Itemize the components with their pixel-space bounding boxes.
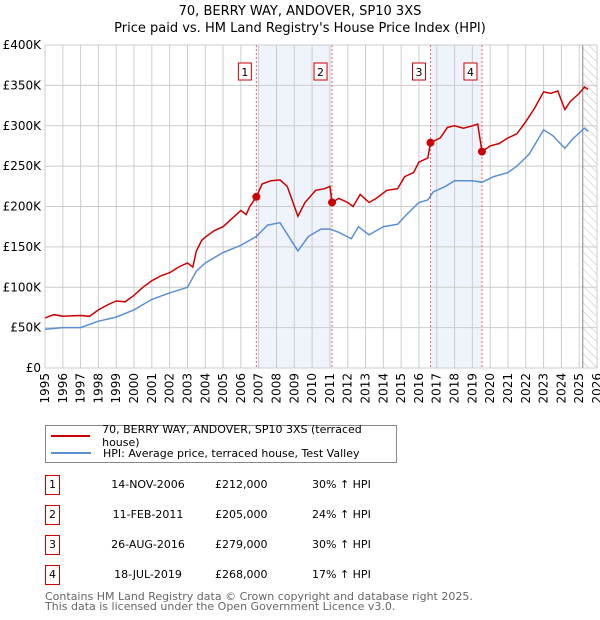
chart-title: 70, BERRY WAY, ANDOVER, SP10 3XS <box>178 4 422 19</box>
x-tick-label: 2024 <box>554 373 568 404</box>
x-tick-label: 2005 <box>216 373 230 404</box>
x-tick-label: 2017 <box>430 373 444 404</box>
transaction-hpi-delta: 30% ↑ HPI <box>312 538 371 551</box>
legend-swatch-hpi <box>51 452 91 454</box>
x-tick-label: 2023 <box>537 373 551 404</box>
sale-point <box>477 147 486 156</box>
transaction-number: 2 <box>45 505 60 525</box>
x-tick-label: 2018 <box>448 373 462 404</box>
marker-box <box>412 62 427 81</box>
transaction-number: 3 <box>45 535 60 555</box>
x-tick-label: 2002 <box>163 373 177 404</box>
legend-label: 70, BERRY WAY, ANDOVER, SP10 3XS (terrac… <box>102 423 362 449</box>
transaction-number: 4 <box>45 565 60 585</box>
x-tick-label: 1997 <box>74 373 88 404</box>
series-line-property <box>44 86 589 319</box>
marker-label: 3 <box>416 66 423 79</box>
transaction-hpi-delta: 24% ↑ HPI <box>312 508 371 521</box>
x-tick-label: 1999 <box>109 373 123 404</box>
transaction-date: 26-AUG-2016 <box>111 538 185 551</box>
x-tick-label: 2011 <box>323 373 337 404</box>
marker-box <box>313 62 328 81</box>
x-tick-label: 1998 <box>91 373 105 404</box>
transaction-price: £268,000 <box>215 568 268 581</box>
x-tick-label: 2000 <box>127 373 141 404</box>
x-tick-label: 2006 <box>234 373 248 404</box>
x-tick-label: 1996 <box>56 373 70 404</box>
x-tick-label: 2016 <box>412 373 426 404</box>
y-tick-label: £300K <box>3 119 43 133</box>
y-tick-label: £250K <box>3 159 43 173</box>
transaction-price: £212,000 <box>215 478 268 491</box>
x-tick-label: 2013 <box>359 373 373 404</box>
marker-box <box>463 62 478 81</box>
y-tick-label: £400K <box>3 38 43 52</box>
transaction-date: 18-JUL-2019 <box>114 568 182 581</box>
x-tick-label: 1995 <box>38 373 52 404</box>
legend-item-hpi: HPI: Average price, terraced house, Test… <box>46 445 359 461</box>
x-tick-label: 2008 <box>269 373 283 404</box>
transaction-price: £279,000 <box>215 538 268 551</box>
y-tick-label: £150K <box>3 240 43 254</box>
x-tick-label: 2004 <box>198 373 212 404</box>
x-tick-label: 2015 <box>394 373 408 404</box>
x-tick-label: 2012 <box>341 373 355 404</box>
x-tick-label: 2007 <box>252 373 266 404</box>
marker-label: 2 <box>317 66 324 79</box>
x-tick-label: 2022 <box>519 373 533 404</box>
legend-swatch-property <box>51 435 91 437</box>
x-tick-label: 2001 <box>145 373 159 404</box>
y-tick-label: £350K <box>3 78 43 92</box>
marker-box <box>237 62 252 81</box>
transaction-hpi-delta: 17% ↑ HPI <box>312 568 371 581</box>
y-tick-label: £200K <box>3 200 43 214</box>
sale-point <box>426 138 435 147</box>
transaction-date: 14-NOV-2006 <box>111 478 185 491</box>
x-tick-label: 2020 <box>483 373 497 404</box>
y-tick-label: £100K <box>3 280 43 294</box>
y-tick-label: £50K <box>10 321 42 335</box>
x-tick-label: 2021 <box>501 373 515 404</box>
x-tick-label: 2026 <box>590 373 600 404</box>
marker-label: 4 <box>467 66 474 79</box>
transaction-price: £205,000 <box>215 508 268 521</box>
chart-subtitle: Price paid vs. HM Land Registry's House … <box>114 21 486 36</box>
sale-point <box>328 198 337 207</box>
series-line-hpi <box>44 127 589 330</box>
transaction-number: 1 <box>45 475 60 495</box>
legend-item-property: 70, BERRY WAY, ANDOVER, SP10 3XS (terrac… <box>46 423 396 449</box>
x-tick-label: 2019 <box>465 373 479 404</box>
marker-label: 1 <box>241 66 248 79</box>
x-tick-label: 2009 <box>287 373 301 404</box>
y-tick-label: £0 <box>26 361 41 375</box>
x-tick-label: 2010 <box>305 373 319 404</box>
footer-licence: This data is licensed under the Open Gov… <box>45 600 396 613</box>
legend: 70, BERRY WAY, ANDOVER, SP10 3XS (terrac… <box>45 423 397 463</box>
sale-point <box>252 192 261 201</box>
legend-label: HPI: Average price, terraced house, Test… <box>103 446 360 460</box>
transaction-hpi-delta: 30% ↑ HPI <box>312 478 371 491</box>
transaction-date: 11-FEB-2011 <box>112 508 184 521</box>
x-tick-label: 2003 <box>180 373 194 404</box>
x-tick-label: 2014 <box>376 373 390 404</box>
footer-copyright: Contains HM Land Registry data © Crown c… <box>45 590 473 603</box>
x-tick-label: 2025 <box>572 373 586 404</box>
price-chart: £0 £50K £100K £150K £200K £250K £300K £350K £400… <box>3 38 600 404</box>
